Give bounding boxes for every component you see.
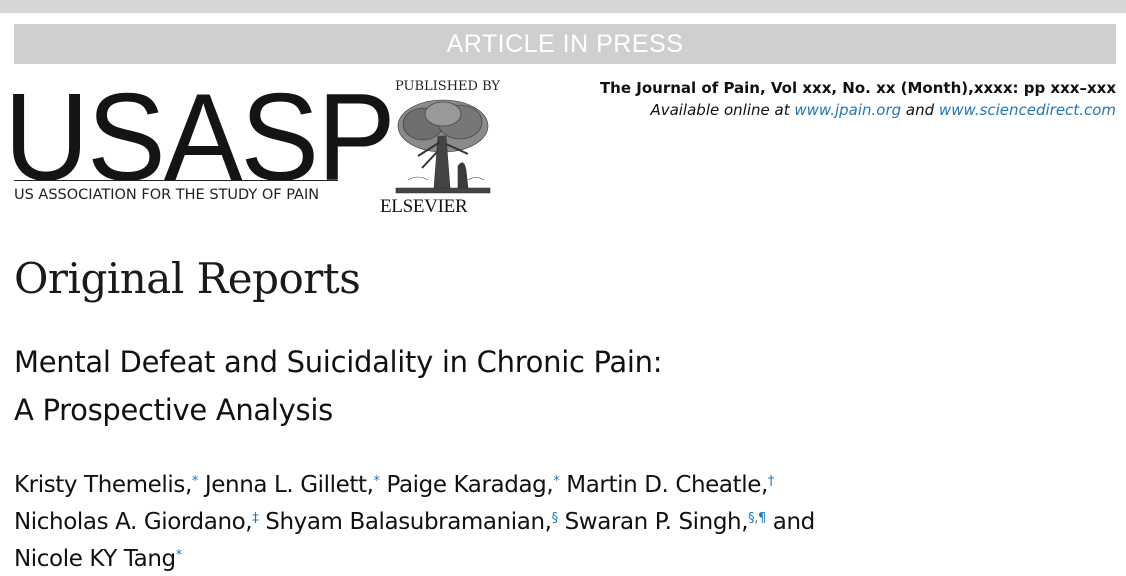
affiliation-marker[interactable]: † xyxy=(767,474,775,489)
logo-divider xyxy=(14,180,338,181)
elsevier-wordmark: ELSEVIER xyxy=(380,196,468,217)
usasp-logo: USASP xyxy=(4,69,396,207)
jpain-link[interactable]: www.jpain.org xyxy=(794,101,902,119)
published-by-label: PUBLISHED BY xyxy=(395,79,500,94)
sciencedirect-link[interactable]: www.sciencedirect.com xyxy=(938,101,1116,119)
affiliation-marker[interactable]: §,¶ xyxy=(748,511,766,526)
availability-and: and xyxy=(901,101,939,119)
author-name: Shyam Balasubramanian, xyxy=(265,509,552,535)
affiliation-marker[interactable]: * xyxy=(373,474,381,489)
authors-and: and xyxy=(772,509,815,535)
author-line-1: Kristy Themelis,* Jenna L. Gillett,* Pai… xyxy=(14,465,815,502)
availability-prefix: Available online at xyxy=(650,101,795,119)
title-line-2: A Prospective Analysis xyxy=(14,393,333,427)
author-list: Kristy Themelis,* Jenna L. Gillett,* Pai… xyxy=(14,465,815,576)
author-line-3: Nicole KY Tang* xyxy=(14,539,815,576)
society-name: US ASSOCIATION FOR THE STUDY OF PAIN xyxy=(14,187,320,203)
author-name: Nicholas A. Giordano, xyxy=(14,509,253,535)
availability-line: Available online at www.jpain.org and ww… xyxy=(650,101,1116,119)
affiliation-marker[interactable]: * xyxy=(191,474,199,489)
affiliation-marker[interactable]: * xyxy=(553,474,560,489)
journal-citation: The Journal of Pain, Vol xxx, No. xx (Mo… xyxy=(599,79,1116,97)
title-line-1: Mental Defeat and Suicidality in Chronic… xyxy=(14,345,663,379)
author-name: Swaran P. Singh, xyxy=(564,509,749,535)
affiliation-marker[interactable]: ‡ xyxy=(252,511,259,526)
affiliation-marker[interactable]: * xyxy=(175,548,183,563)
author-line-2: Nicholas A. Giordano,‡ Shyam Balasubrama… xyxy=(14,502,815,539)
affiliation-marker[interactable]: § xyxy=(551,511,559,526)
top-bar xyxy=(0,0,1126,13)
author-name: Kristy Themelis, xyxy=(14,472,192,498)
author-name: Paige Karadag, xyxy=(386,472,554,498)
author-name: Jenna L. Gillett, xyxy=(204,472,374,498)
article-in-press-banner: ARTICLE IN PRESS xyxy=(14,24,1116,64)
author-name: Martin D. Cheatle, xyxy=(566,472,768,498)
elsevier-tree-icon xyxy=(395,99,491,194)
author-name: Nicole KY Tang xyxy=(14,546,176,572)
section-heading: Original Reports xyxy=(14,254,361,303)
article-title: Mental Defeat and Suicidality in Chronic… xyxy=(14,338,663,434)
